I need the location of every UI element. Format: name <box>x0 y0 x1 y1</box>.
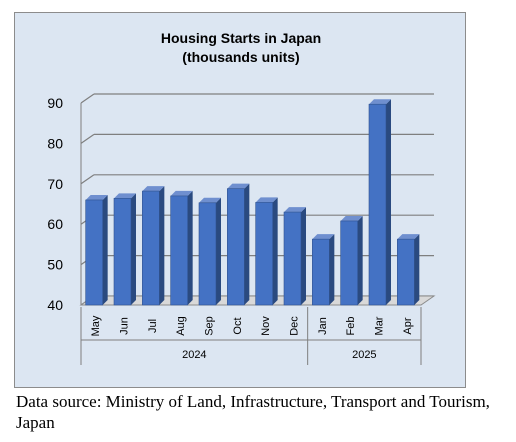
gridline-slant <box>80 133 95 144</box>
y-tick-label: 60 <box>47 216 63 232</box>
bar-top <box>85 194 108 200</box>
bar-top <box>397 234 420 240</box>
x-tick-label: Jul <box>147 319 159 333</box>
bar-side <box>301 207 306 305</box>
bar <box>142 190 160 306</box>
bar-top <box>255 197 278 203</box>
x-tick-label: Nov <box>260 316 272 336</box>
year-group-label: 2025 <box>352 349 376 361</box>
bar-top <box>199 197 221 203</box>
bar-side <box>187 190 193 305</box>
chart-subtitle: (thousands units) <box>182 49 299 65</box>
bar <box>368 103 387 306</box>
bar <box>85 199 103 306</box>
bar <box>312 238 330 306</box>
bar <box>170 195 188 306</box>
bar-top <box>369 99 391 105</box>
x-tick-label: Feb <box>345 317 357 336</box>
bar <box>198 202 217 306</box>
y-tick-label: 90 <box>47 95 63 111</box>
y-tick-label: 70 <box>47 176 63 192</box>
y-tick-label: 80 <box>47 135 63 151</box>
bar-side <box>272 197 278 305</box>
bar-side <box>159 186 165 305</box>
bar-side <box>244 183 250 305</box>
bar-side <box>414 234 420 305</box>
y-tick-label: 50 <box>47 257 63 273</box>
x-tick-label: Oct <box>232 317 244 334</box>
bar <box>397 238 415 306</box>
bar-side <box>386 99 391 305</box>
bar-top <box>284 207 306 213</box>
bar <box>227 188 245 306</box>
bar-top <box>170 190 193 196</box>
bar <box>340 220 358 306</box>
bar-top <box>312 234 335 240</box>
year-group-label: 2024 <box>182 349 206 361</box>
bar <box>283 211 302 306</box>
bar-side <box>102 194 108 305</box>
x-tick-label: Jan <box>317 317 329 335</box>
bar-side <box>216 197 221 305</box>
x-tick-label: Apr <box>402 317 414 334</box>
bar-side <box>329 234 335 305</box>
axis-labels: 40 50 60 70 80 90 May Jun Jul Aug Sep Oct Nov Dec Jan F… <box>47 95 413 361</box>
bar <box>113 198 132 306</box>
chart-container: Housing Starts in Japan (thousands units… <box>14 12 466 388</box>
x-tick-label: Aug <box>175 316 187 336</box>
data-source-note: Data source: Ministry of Land, Infrastru… <box>16 392 490 432</box>
x-tick-label: Sep <box>204 316 216 336</box>
bar-side <box>357 215 363 305</box>
x-tick-label: Dec <box>289 316 301 336</box>
x-tick-label: May <box>90 315 102 336</box>
chart-title: Housing Starts in Japan <box>161 30 321 46</box>
gridline-slant <box>80 93 95 104</box>
bar-chart: Housing Starts in Japan (thousands units… <box>15 13 465 387</box>
bar-top <box>114 193 136 199</box>
bar-top <box>227 183 250 189</box>
y-tick-label: 40 <box>47 297 63 313</box>
bars <box>85 99 420 306</box>
x-tick-label: Mar <box>374 316 386 335</box>
x-tick-label: Jun <box>119 317 131 335</box>
bar <box>255 202 273 306</box>
bar-top <box>142 186 165 192</box>
bar-side <box>131 193 136 305</box>
gridline-slant <box>80 174 95 185</box>
bar-top <box>340 215 363 221</box>
